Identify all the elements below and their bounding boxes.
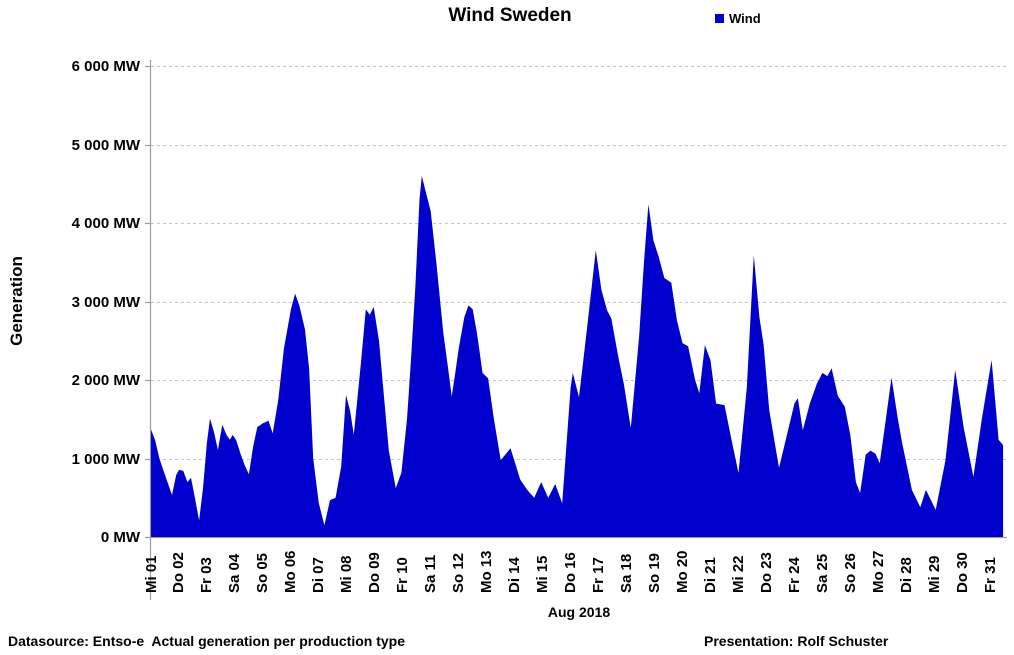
x-tick-label: So 12 [450,552,468,593]
x-tick-label: Mo 06 [282,550,300,593]
x-tick-label: Mi 29 [925,555,943,593]
x-tick-label: Mi 22 [729,555,747,593]
x-tick-label: Mi 08 [338,555,356,593]
x-tick-label: Mo 13 [478,550,496,593]
x-tick-label: Mi 01 [142,555,160,593]
x-tick-label: Fr 10 [394,557,412,593]
wind-area-series [151,175,1004,537]
x-tick-label: Do 30 [953,552,971,593]
chart-title: Wind Sweden [448,5,572,26]
y-tick-label: 3 000 MW [71,293,140,311]
y-tick-label: 0 MW [100,528,140,546]
y-tick-label: 5 000 MW [71,136,140,154]
y-tick-label: 6 000 MW [71,57,140,75]
y-tick-label: 1 000 MW [71,450,140,468]
x-tick-label: So 19 [646,552,664,593]
x-tick-label: Mo 20 [674,550,691,593]
x-tick-label: Fr 03 [198,557,216,593]
wind-legend-swatch-icon [715,14,724,23]
x-tick-label: Di 07 [310,557,328,593]
x-tick-label: Do 09 [366,552,384,593]
x-tick-label: So 05 [254,552,272,593]
y-tick-label: 2 000 MW [71,371,140,389]
y-tick-label: 4 000 MW [71,214,140,232]
x-tick-label: Sa 11 [422,554,440,593]
x-tick-label: Mo 27 [869,550,887,593]
x-tick-label: Di 14 [506,557,524,593]
x-tick-label: Sa 04 [226,553,244,593]
x-tick-label: Di 21 [701,557,719,593]
x-tick-label: So 26 [841,552,859,593]
x-tick-label: Mi 15 [534,555,552,593]
x-tick-label: Do 02 [170,552,188,593]
x-tick-label: Fr 17 [590,557,608,593]
wind-legend-label: Wind [729,11,761,26]
x-tick-label: Di 28 [897,557,915,593]
x-tick-label: Sa 25 [813,553,831,593]
x-tick-label: Do 16 [562,552,580,593]
x-axis-title: Aug 2018 [547,604,611,620]
x-tick-label: Do 23 [757,552,775,593]
x-tick-label: Fr 31 [981,557,999,593]
legend: Wind [715,11,761,26]
x-tick-label: Fr 24 [785,557,803,593]
datasource-note: Datasource: Entso-e Actual generation pe… [8,633,405,649]
presentation-note: Presentation: Rolf Schuster [704,633,889,649]
x-tick-label: Sa 18 [618,553,636,593]
